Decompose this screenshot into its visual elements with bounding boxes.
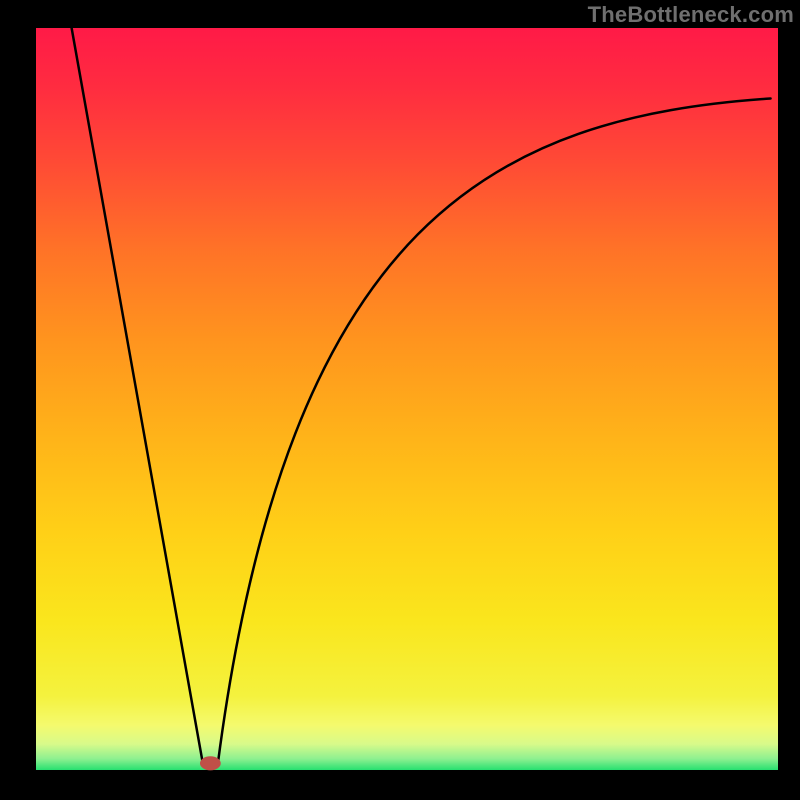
minimum-marker: [200, 756, 221, 770]
chart-container: TheBottleneck.com: [0, 0, 800, 800]
watermark-label: TheBottleneck.com: [588, 2, 794, 28]
bottleneck-curve-chart: [0, 0, 800, 800]
gradient-background: [36, 28, 778, 770]
